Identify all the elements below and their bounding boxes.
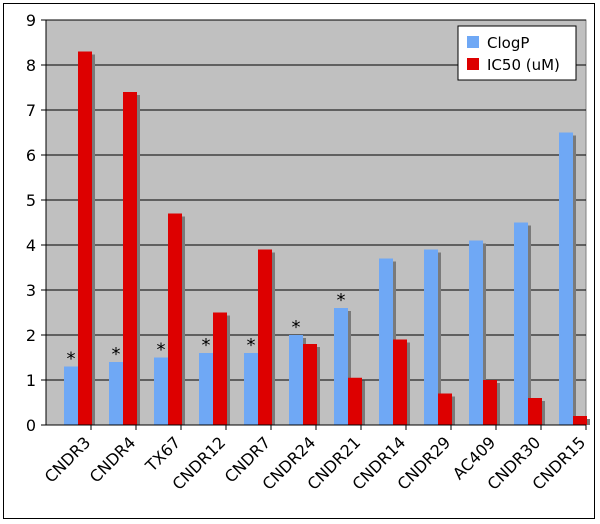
bar-clogp-cndr3 [64, 366, 78, 425]
bar-clogp-cndr7 [244, 353, 258, 425]
y-axis-ticks: 0 1 2 3 4 5 6 7 8 9 [26, 11, 46, 435]
legend-label: IC50 (uM) [487, 56, 560, 74]
bar-clogp-cndr24 [289, 335, 303, 425]
y-tick-label: 5 [26, 191, 36, 210]
bar-ic50-cndr21 [348, 377, 362, 425]
x-tick-label: CNDR3 [41, 433, 95, 487]
x-tick-label: CNDR4 [86, 433, 140, 487]
legend: ClogP IC50 (uM) [457, 25, 577, 81]
bar-clogp-cndr4 [109, 362, 123, 425]
bar-clogp-cndr12 [199, 353, 213, 425]
bar-ic50-cndr14 [393, 339, 407, 425]
significance-asterisk: * [112, 344, 121, 365]
bar-clogp-cndr30 [514, 222, 528, 425]
bar-ic50-cndr30 [528, 398, 542, 425]
bar-ic50-cndr7 [258, 249, 272, 425]
y-tick-label: 8 [26, 56, 36, 75]
bars [64, 51, 587, 425]
y-tick-label: 1 [26, 371, 36, 390]
bar-ic50-cndr12 [213, 312, 227, 425]
significance-asterisk: * [67, 349, 76, 370]
legend-swatch [467, 36, 479, 48]
bar-ic50-cndr24 [303, 344, 317, 425]
y-tick-label: 0 [26, 416, 36, 435]
bar-ic50-cndr3 [78, 51, 92, 425]
y-tick-label: 6 [26, 146, 36, 165]
legend-label: ClogP [487, 34, 529, 52]
significance-asterisk: * [202, 335, 211, 356]
bar-ic50-tx67 [168, 213, 182, 425]
bar-clogp-tx67 [154, 357, 168, 425]
bar-ic50-cndr15 [573, 416, 587, 425]
y-tick-label: 9 [26, 11, 36, 30]
legend-swatch [467, 58, 479, 70]
significance-asterisk: * [157, 340, 166, 361]
y-tick-label: 7 [26, 101, 36, 120]
y-tick-label: 4 [26, 236, 36, 255]
legend-box [457, 25, 577, 81]
bar-ic50-cndr4 [123, 92, 137, 425]
bar-ic50-ac409 [483, 380, 497, 425]
significance-asterisk: * [247, 335, 256, 356]
annotations: * * * * * * * [67, 290, 346, 370]
y-tick-label: 3 [26, 281, 36, 300]
bar-clogp-cndr14 [379, 258, 393, 425]
bar-clogp-ac409 [469, 240, 483, 425]
significance-asterisk: * [292, 317, 301, 338]
bar-clogp-cndr29 [424, 249, 438, 425]
bar-ic50-cndr29 [438, 393, 452, 425]
significance-asterisk: * [337, 290, 346, 311]
bar-clogp-cndr15 [559, 132, 573, 425]
y-tick-label: 2 [26, 326, 36, 345]
bar-clogp-cndr21 [334, 308, 348, 425]
